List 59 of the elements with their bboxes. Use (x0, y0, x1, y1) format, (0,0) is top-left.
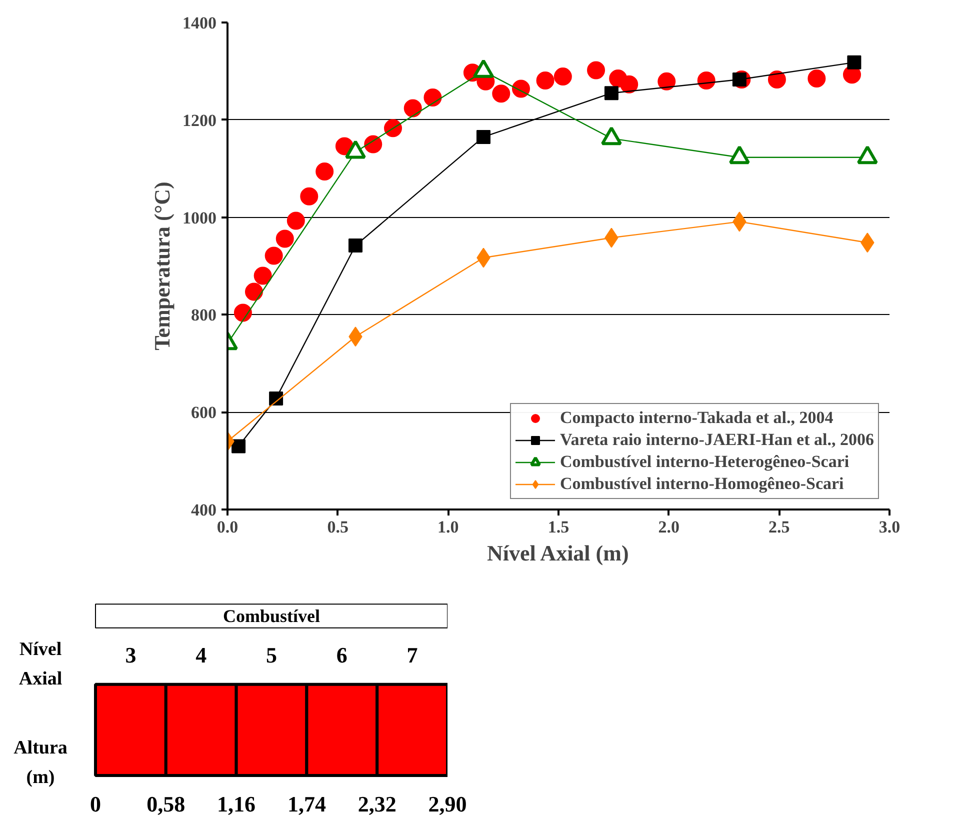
point (316, 162, 334, 181)
point (364, 135, 382, 154)
x-axis-title: Nível Axial (m) (487, 540, 629, 566)
x-tick-label: 2.0 (658, 518, 680, 536)
point (808, 70, 826, 88)
y-axis-title: Temperatura (°C) (150, 182, 174, 350)
x-tick-label: 1,16 (217, 792, 256, 816)
point (768, 70, 786, 88)
point (234, 304, 252, 322)
chart-title: Combustível (223, 606, 320, 626)
y-tick-label: 1200 (182, 110, 216, 130)
point (244, 282, 263, 301)
point (512, 80, 530, 98)
point (476, 130, 490, 144)
point (254, 266, 272, 285)
y-tick-label: 400 (191, 500, 216, 520)
x-tick-label: 1.0 (438, 518, 459, 536)
point (492, 84, 510, 103)
point (587, 61, 606, 80)
point (384, 119, 402, 138)
point (847, 55, 862, 70)
series-label: 5 (266, 642, 277, 668)
series-label: 7 (406, 642, 418, 668)
x-tick-label: 2.5 (768, 518, 790, 536)
y-tick-label: 1400 (182, 14, 216, 32)
legend-label: Vareta raio interno-JAERI-Han et al., 2006 (560, 430, 874, 450)
legend-label: Combustível interno-Homogêneo-Scari (560, 474, 844, 494)
point (536, 71, 554, 90)
x-tick-label: 0,58 (146, 792, 186, 816)
legend-label: Combustível interno-Heterogêneo-Scari (560, 452, 850, 472)
text: Nível Axial (18, 639, 62, 690)
point (300, 187, 318, 206)
point (264, 246, 283, 265)
x-tick-label: 1.5 (548, 518, 570, 536)
series-label: 3 (125, 642, 136, 668)
point (620, 75, 638, 94)
series-label: 6 (336, 642, 348, 668)
y-tick-label: 800 (191, 306, 216, 325)
x-tick-label: 0.5 (327, 518, 348, 536)
point (658, 72, 676, 90)
x-tick-label: 0.0 (216, 518, 238, 536)
point (404, 99, 422, 118)
point (604, 86, 618, 100)
x-tick-label: 2,32 (358, 792, 396, 816)
y-tick-label: 1000 (182, 208, 216, 228)
x-tick-label: 3.0 (878, 518, 900, 536)
x-tick-label: 0 (90, 792, 101, 816)
series-label: 4 (196, 642, 207, 668)
point (697, 71, 716, 90)
point (286, 212, 305, 230)
x-tick-label: 1,74 (287, 792, 326, 816)
point (424, 88, 442, 106)
legend-label: Compacto interno-Takada et al., 2004 (560, 408, 834, 428)
point (276, 230, 294, 248)
point (232, 439, 246, 454)
point (348, 238, 362, 253)
y-tick-label: 600 (191, 403, 216, 422)
point (554, 68, 572, 86)
x-tick-label: 2,90 (428, 792, 467, 816)
